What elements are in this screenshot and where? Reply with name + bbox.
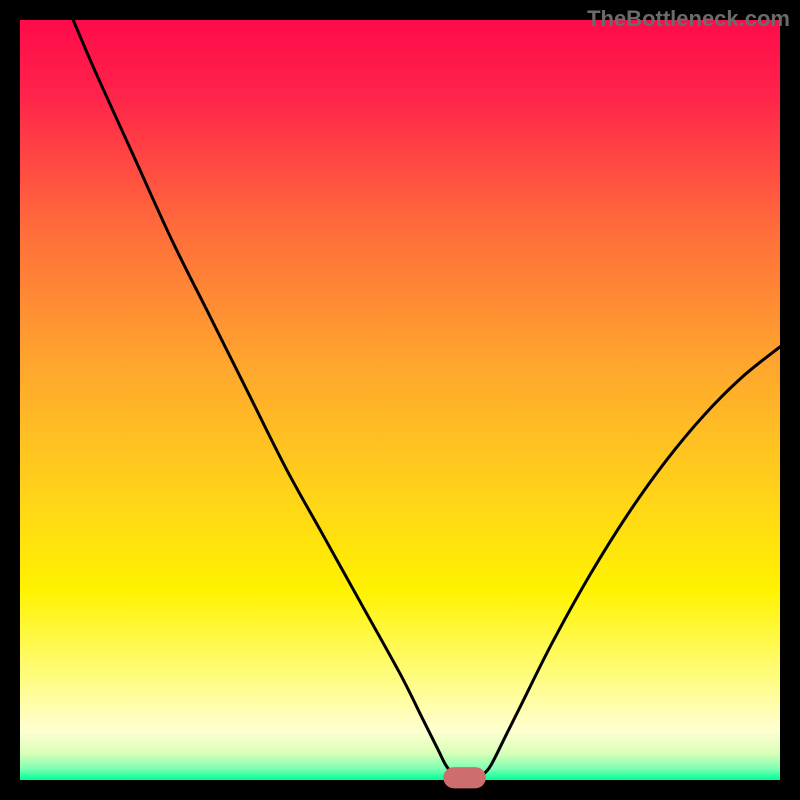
bottleneck-chart xyxy=(0,0,800,800)
watermark-label: TheBottleneck.com xyxy=(587,6,790,32)
gradient-plot-area xyxy=(20,20,780,780)
minimum-marker xyxy=(443,767,486,788)
chart-container: TheBottleneck.com xyxy=(0,0,800,800)
